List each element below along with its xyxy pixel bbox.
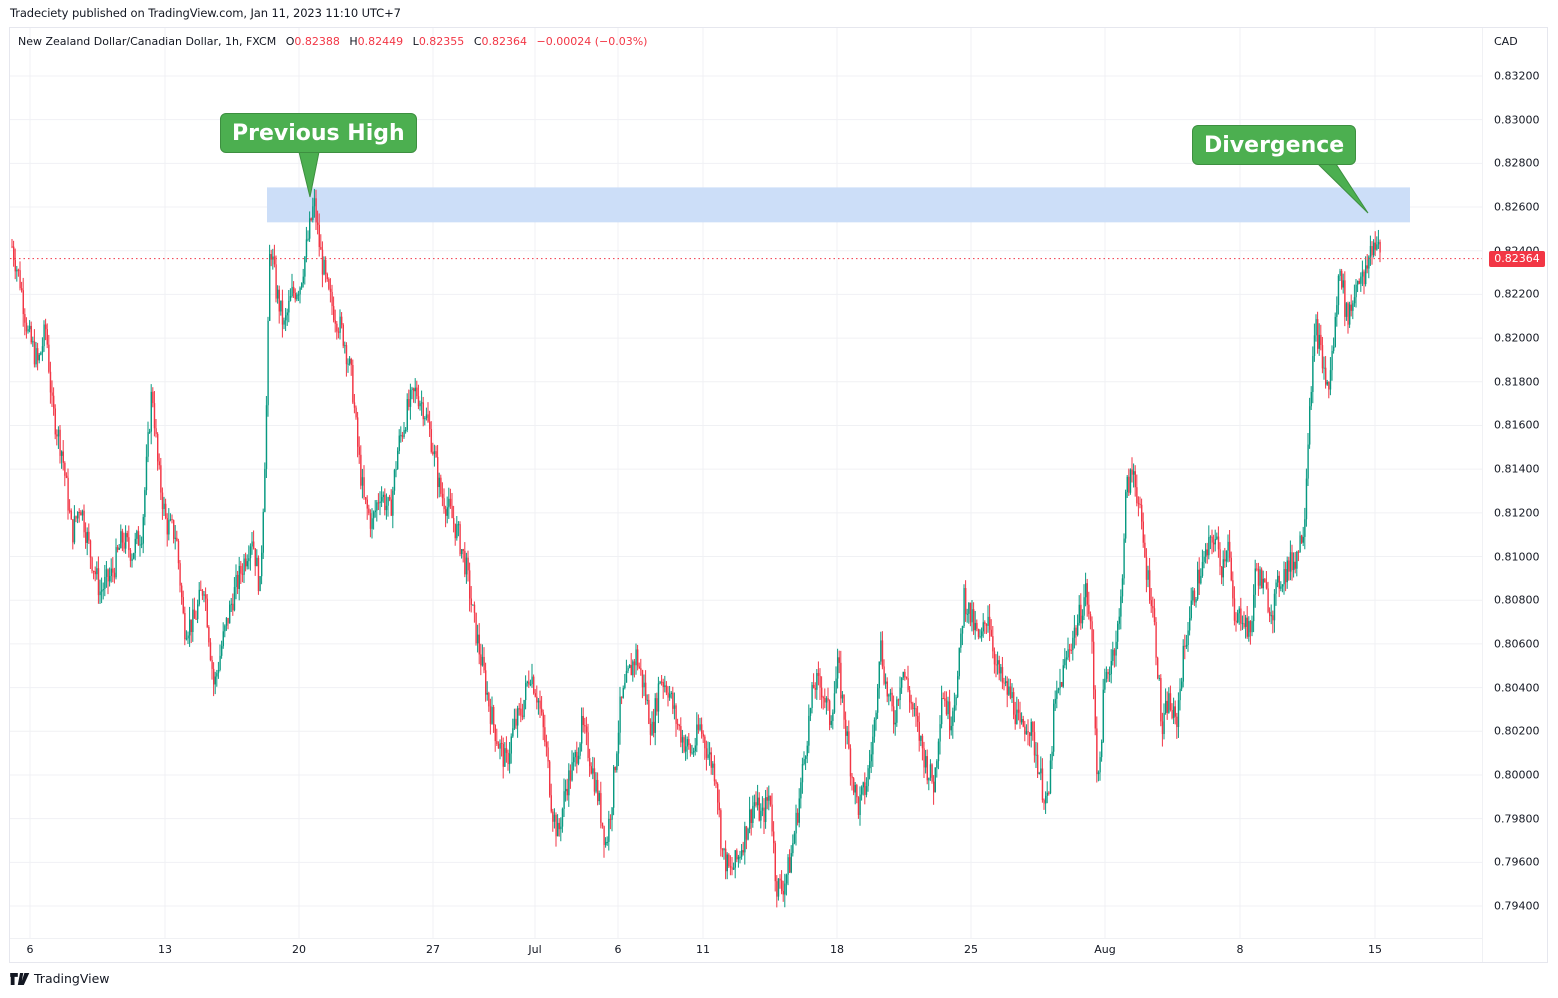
low-value: 0.82355: [418, 35, 465, 48]
resistance-zone[interactable]: [267, 187, 1410, 223]
time-tick-label: 25: [964, 943, 978, 956]
low-label: L: [412, 35, 419, 48]
price-axis-separator: [1482, 28, 1483, 962]
time-tick-label: 11: [696, 943, 710, 956]
last-price-badge: 0.82364: [1489, 250, 1545, 267]
price-tick-label: 0.80200: [1494, 724, 1540, 738]
high-value: 0.82449: [357, 35, 404, 48]
close-value: 0.82364: [481, 35, 528, 48]
previous-high-callout[interactable]: Previous High: [220, 113, 417, 153]
time-tick-label: 27: [426, 943, 440, 956]
time-tick-label: 13: [158, 943, 172, 956]
price-chart-plot[interactable]: [10, 28, 1482, 938]
published-info: Tradeciety published on TradingView.com,…: [10, 6, 401, 20]
divergence-label: Divergence: [1204, 133, 1345, 158]
price-tick-label: 0.80400: [1494, 681, 1540, 695]
time-axis[interactable]: 6 13 20 27 Jul 6 11 18 25 Aug 8 15: [10, 938, 1482, 963]
time-tick-label: 20: [292, 943, 306, 956]
price-axis[interactable]: CAD 0.832000.830000.828000.826000.824000…: [1483, 28, 1547, 962]
close-label: C: [473, 35, 482, 48]
price-tick-label: 0.81800: [1494, 375, 1540, 389]
footer-brand: TradingView: [34, 971, 110, 986]
tradingview-logo-icon: [10, 972, 30, 985]
price-tick-label: 0.80000: [1494, 768, 1540, 782]
tradingview-footer: TradingView: [10, 971, 110, 986]
time-tick-label: Aug: [1094, 943, 1116, 956]
open-label: O: [285, 35, 295, 48]
price-tick-label: 0.83200: [1494, 69, 1540, 83]
open-value: 0.82388: [294, 35, 340, 48]
symbol-title: New Zealand Dollar/Canadian Dollar, 1h, …: [18, 35, 277, 48]
price-tick-label: 0.82800: [1494, 156, 1540, 170]
price-tick-label: 0.79800: [1494, 812, 1540, 826]
price-tick-label: 0.83000: [1494, 113, 1540, 127]
divergence-callout[interactable]: Divergence: [1192, 125, 1357, 165]
price-tick-label: 0.80600: [1494, 637, 1540, 651]
time-tick-label: 15: [1368, 943, 1382, 956]
time-tick-label: 6: [26, 943, 34, 956]
price-tick-label: 0.81200: [1494, 506, 1540, 520]
price-tick-label: 0.82600: [1494, 200, 1540, 214]
price-tick-label: 0.82200: [1494, 287, 1540, 301]
time-tick-label: 18: [830, 943, 844, 956]
symbol-legend: New Zealand Dollar/Canadian Dollar, 1h, …: [18, 35, 647, 48]
price-tick-label: 0.80800: [1494, 593, 1540, 607]
price-tick-label: 0.82000: [1494, 331, 1540, 345]
high-label: H: [349, 35, 358, 48]
price-tick-label: 0.81600: [1494, 418, 1540, 432]
time-tick-label: 6: [614, 943, 622, 956]
change-value: −0.00024 (−0.03%): [536, 35, 648, 48]
currency-label: CAD: [1494, 35, 1518, 48]
time-tick-label: 8: [1236, 943, 1244, 956]
candlesticks: [11, 188, 1381, 908]
previous-high-label: Previous High: [232, 121, 405, 146]
price-tick-label: 0.81000: [1494, 550, 1540, 564]
price-tick-label: 0.81400: [1494, 462, 1540, 476]
time-tick-label: Jul: [528, 943, 542, 956]
price-tick-label: 0.79600: [1494, 855, 1540, 869]
price-tick-label: 0.79400: [1494, 899, 1540, 913]
